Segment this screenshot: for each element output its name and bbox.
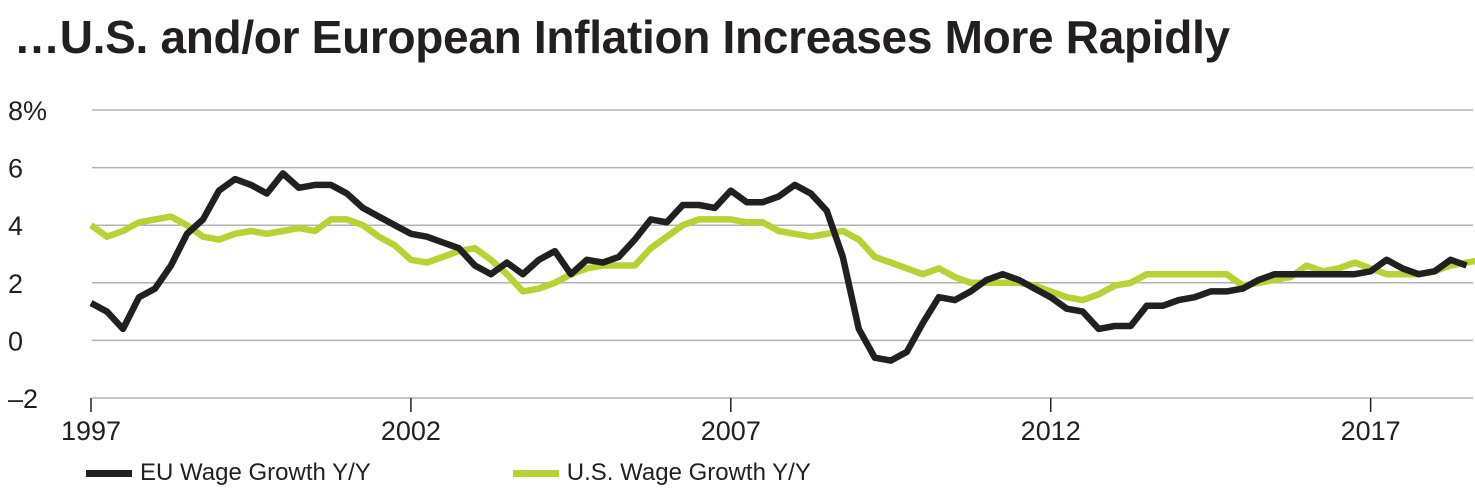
legend-swatch-us (512, 469, 559, 477)
legend-swatch-eu (86, 469, 132, 477)
y-tick-label: 8% (8, 96, 47, 126)
x-tick-label: 2017 (1341, 416, 1401, 446)
series-lines (89, 170, 1475, 364)
legend: EU Wage Growth Y/Y U.S. Wage Growth Y/Y (86, 455, 953, 491)
x-tick-label: 2002 (381, 416, 441, 446)
y-tick-label: 6 (8, 154, 23, 184)
y-tick-label: 0 (8, 326, 23, 356)
y-tick-label: 4 (8, 211, 23, 241)
legend-item-eu: EU Wage Growth Y/Y (86, 459, 371, 487)
x-tick-label: 2012 (1021, 416, 1081, 446)
legend-label-us: U.S. Wage Growth Y/Y (566, 459, 811, 486)
chart-title: …U.S. and/or European Inflation Increase… (14, 11, 1230, 63)
x-axis-ticks: 1997 2002 2007 2012 2017 (61, 398, 1401, 446)
legend-label-eu: EU Wage Growth Y/Y (140, 459, 371, 486)
y-tick-label: –2 (8, 384, 38, 414)
x-tick-label: 2007 (701, 416, 761, 446)
y-tick-label: 2 (8, 269, 23, 299)
legend-item-us: U.S. Wage Growth Y/Y (512, 459, 811, 487)
series-line-eu-wage-growth (89, 170, 1468, 364)
x-tick-label: 1997 (61, 416, 121, 446)
y-axis-ticks: 8% 6 4 2 0 –2 (8, 96, 47, 414)
series-line-us-wage-growth (89, 213, 1475, 304)
gridlines (92, 109, 1473, 399)
